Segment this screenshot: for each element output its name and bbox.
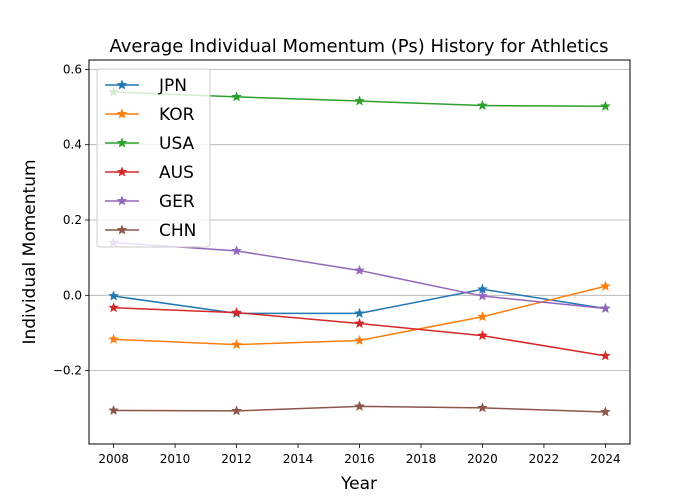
legend-item-ger: GER [105,192,195,212]
legend-swatch-marker [116,195,128,206]
legend-swatch-marker [116,166,128,177]
series-kor [108,280,611,350]
y-tick-label: 0.4 [63,138,82,152]
data-point [231,245,242,256]
x-tick-label: 2022 [529,452,560,466]
series-aus [108,302,611,361]
data-point [231,405,242,416]
data-point [354,95,365,106]
legend-item-usa: USA [105,134,195,154]
x-axis-title: Year [340,474,377,494]
data-point [477,402,488,413]
legend-item-jpn: JPN [105,76,187,96]
data-point [599,350,611,361]
y-tick-label: 0.6 [63,62,82,76]
legend-item-kor: KOR [105,105,195,125]
series-lines [108,86,611,417]
data-point [231,91,242,102]
y-tick-label: 0.0 [63,288,82,302]
legend-label: GER [159,192,195,212]
legend-swatch-marker [116,224,128,235]
x-axis-ticks: 2008 2010 2012 2014 2016 2018 2020 2022 2024 [98,444,621,466]
data-point [231,338,242,350]
legend-swatch-marker [116,79,128,90]
legend-swatch-marker [116,137,128,148]
x-tick-label: 2014 [283,452,314,466]
x-tick-label: 2024 [590,452,621,466]
data-point [477,329,488,341]
legend: JPN KOR USA AUS GER CHN [96,68,211,248]
legend-label: KOR [159,105,195,125]
data-point [354,264,365,276]
legend-label: USA [159,134,195,154]
y-axis-ticks: −0.2 0.0 0.2 0.4 0.6 [53,62,89,378]
data-point [354,334,365,346]
y-tick-label: −0.2 [53,364,82,378]
data-point [108,333,120,344]
legend-item-chn: CHN [105,221,196,241]
y-tick-label: 0.2 [63,213,82,227]
data-point [477,311,488,322]
data-point [599,302,611,314]
legend-label: JPN [158,76,187,96]
x-tick-label: 2020 [467,452,498,466]
legend-item-aus: AUS [105,163,194,183]
data-point [477,290,488,301]
data-point [354,307,365,318]
y-axis-title: Individual Momentum [20,159,40,344]
data-point [599,100,611,111]
x-tick-label: 2010 [160,452,191,466]
x-tick-label: 2018 [406,452,437,466]
data-point [108,404,120,416]
data-point [108,302,120,313]
data-point [599,280,611,291]
data-point [354,317,365,329]
series-chn [108,400,611,417]
legend-label: CHN [159,221,196,241]
chart-title: Average Individual Momentum (Ps) History… [109,36,608,57]
data-point [354,400,365,411]
data-point [477,99,488,111]
x-tick-label: 2008 [98,452,129,466]
legend-swatch-marker [116,108,128,119]
x-tick-label: 2016 [344,452,375,466]
x-tick-label: 2012 [221,452,252,466]
data-point [231,306,242,318]
data-point [599,406,611,417]
data-point [108,290,120,301]
legend-label: AUS [159,163,194,183]
